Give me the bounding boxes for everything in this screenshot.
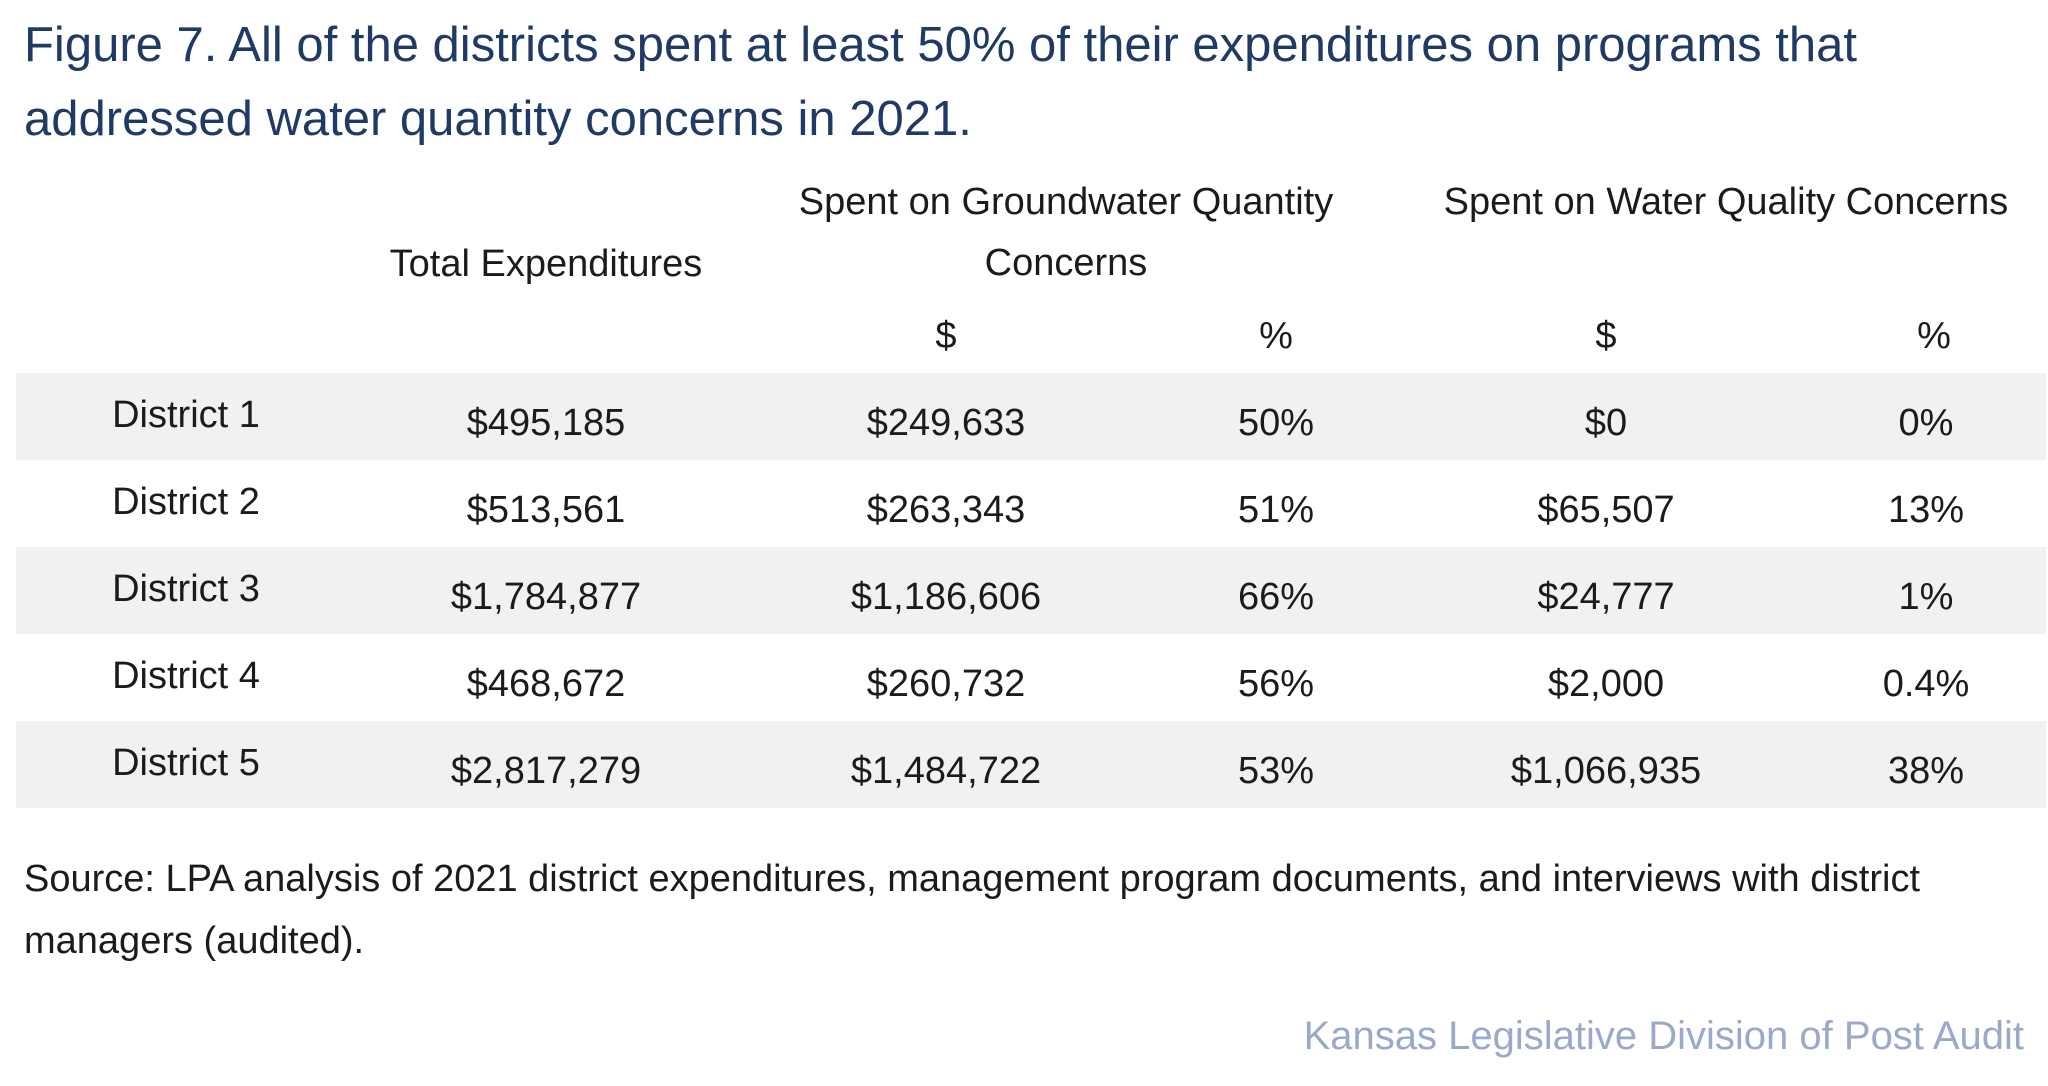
quality-percent-cell: 13%: [1887, 489, 1965, 531]
table-row: District 4 $468,672 $260,732 56% $2,000 0.4%: [16, 634, 2046, 721]
subheader-quality-dollars: $: [1595, 315, 1617, 357]
expenditure-table: Total Expenditures Spent on Groundwater …: [16, 0, 2048, 1086]
total-cell: $495,185: [466, 402, 626, 444]
quantity-percent-cell: 66%: [1237, 576, 1315, 618]
quality-percent-cell: 0%: [1898, 402, 1954, 444]
quantity-dollars-cell: $260,732: [866, 663, 1026, 705]
district-name-cell: District 1: [112, 394, 260, 436]
quantity-dollars-cell: $263,343: [866, 489, 1026, 531]
quantity-percent-cell: 53%: [1237, 750, 1315, 792]
quantity-percent-cell: 56%: [1237, 663, 1315, 705]
quality-dollars-cell: $1,066,935: [1510, 750, 1702, 792]
district-name-cell: District 3: [112, 568, 260, 610]
district-name-cell: District 4: [112, 655, 260, 697]
total-cell: $1,784,877: [450, 576, 642, 618]
district-name-cell: District 5: [112, 742, 260, 784]
quantity-percent-cell: 50%: [1237, 402, 1315, 444]
source-note: Source: LPA analysis of 2021 district ex…: [24, 858, 1921, 962]
district-name-cell: District 2: [112, 481, 260, 523]
quality-percent-cell: 1%: [1898, 576, 1954, 618]
table-row: District 3 $1,784,877 $1,186,606 66% $24,777…: [16, 547, 2046, 634]
table-row: District 5 $2,817,279 $1,484,722 53% $1,066,…: [16, 721, 2046, 808]
header-water-quality: Spent on Water Quality Concerns: [1443, 181, 2009, 223]
quality-dollars-cell: $65,507: [1537, 489, 1675, 531]
total-cell: $2,817,279: [450, 750, 642, 792]
table-row: District 1 $495,185 $249,633 50% $0 0%: [16, 373, 2046, 460]
subheader-quantity-percent: %: [1259, 315, 1293, 357]
table-row: District 2 $513,561 $263,343 51% $65,507 13%: [16, 460, 2046, 547]
quality-percent-cell: 38%: [1887, 750, 1965, 792]
quality-percent-cell: 0.4%: [1882, 663, 1970, 705]
quality-dollars-cell: $24,777: [1537, 576, 1675, 618]
quantity-dollars-cell: $249,633: [866, 402, 1026, 444]
quantity-percent-cell: 51%: [1237, 489, 1315, 531]
figure-title: Figure 7. All of the districts spent at …: [24, 18, 1858, 146]
header-groundwater-quantity: Spent on Groundwater Quantity Concerns: [798, 181, 1334, 284]
quantity-dollars-cell: $1,186,606: [850, 576, 1042, 618]
header-total-expenditures: Total Expenditures: [389, 243, 703, 285]
total-cell: $468,672: [466, 663, 626, 705]
total-cell: $513,561: [466, 489, 626, 531]
quality-dollars-cell: $0: [1584, 402, 1628, 444]
quantity-dollars-cell: $1,484,722: [850, 750, 1042, 792]
subheader-quantity-dollars: $: [935, 315, 957, 357]
credit-line: Kansas Legislative Division of Post Audi…: [1303, 1014, 2024, 1058]
subheader-quality-percent: %: [1917, 315, 1951, 357]
quality-dollars-cell: $2,000: [1547, 663, 1665, 705]
